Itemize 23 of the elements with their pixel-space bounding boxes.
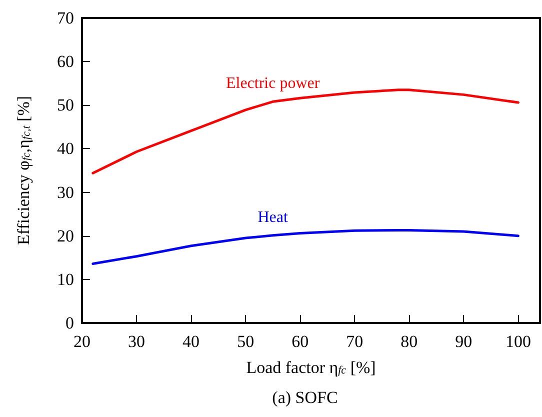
x-tick-label: 90: [455, 332, 472, 351]
y-tick-label: 30: [57, 182, 74, 202]
x-tick-label: 40: [182, 332, 200, 351]
x-tick-label: 30: [128, 332, 146, 351]
x-tick-label: 80: [400, 332, 418, 351]
x-tick-label: 60: [292, 332, 309, 351]
x-tick-label: 70: [346, 332, 364, 351]
x-axis-title: Load factor ηfc [%]: [246, 358, 376, 377]
x-tick-label: 20: [74, 332, 90, 351]
y-tick-label: 70: [57, 8, 74, 28]
series-label: Heat: [258, 208, 288, 226]
y-tick-label: 20: [57, 226, 74, 246]
x-tick-label: 50: [237, 332, 254, 351]
y-tick-label: 50: [57, 96, 74, 115]
line-series: [92, 228, 520, 265]
y-tick-label: 0: [66, 314, 74, 332]
y-axis-title: Efficiency φfc,ηfc,t [%]: [14, 96, 33, 246]
series-label: Electric power: [226, 75, 320, 92]
y-tick-label: 10: [57, 270, 74, 289]
x-tick-label: 100: [505, 332, 531, 351]
text: (a) SOFC: [272, 388, 338, 407]
y-tick-label: 40: [57, 139, 74, 158]
y-tick-label: 60: [57, 52, 74, 72]
